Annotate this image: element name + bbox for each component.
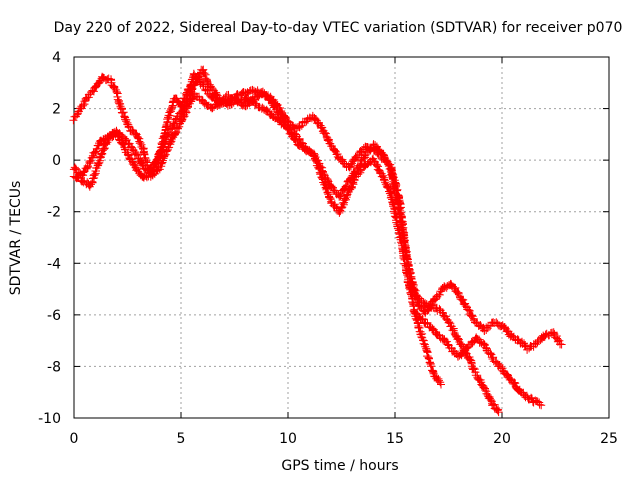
x-tick-label: 20 [493,431,511,447]
chart-title: Day 220 of 2022, Sidereal Day-to-day VTE… [54,20,623,36]
x-tick-label: 10 [279,431,297,447]
y-tick-label: -2 [47,205,61,221]
y-tick-label: -10 [38,411,61,427]
series-markers [69,65,503,417]
y-tick-label: -4 [47,256,61,272]
series-markers [69,89,445,389]
series-track-3 [69,65,503,417]
grid [74,57,609,418]
x-axis-label: GPS time / hours [281,458,398,474]
x-tick-label: 15 [386,431,404,447]
x-tick-label: 25 [600,431,618,447]
series-track-4 [412,309,546,410]
data-series [69,65,566,417]
series-track-2 [69,89,445,389]
plot-frame [73,56,610,419]
y-tick-label: -8 [47,359,61,375]
x-tick-label: 5 [177,431,186,447]
series-markers [412,309,546,410]
x-tick-label: 0 [70,431,79,447]
y-tick-label: 4 [52,50,61,66]
series-markers [69,69,566,354]
y-tick-label: 2 [52,102,61,118]
y-tick-label: -6 [47,308,61,324]
series-track-1 [69,69,566,354]
y-tick-label: 0 [52,153,61,169]
y-axis-label: SDTVAR / TECUs [8,181,24,296]
